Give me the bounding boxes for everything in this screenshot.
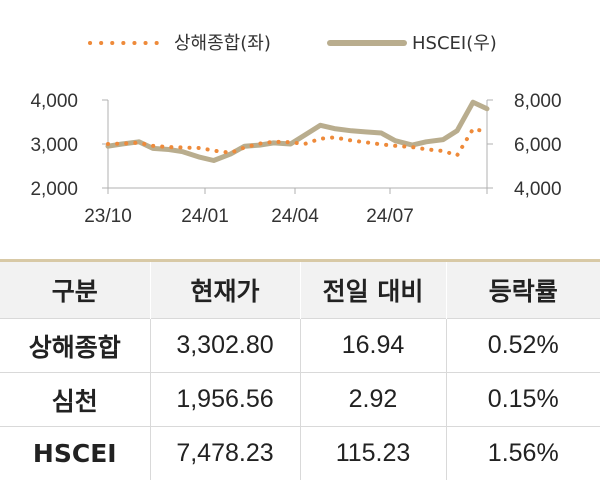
series-hscei xyxy=(105,99,490,163)
x-tick-label: 24/04 xyxy=(271,206,319,227)
table-header-row: 구분 현재가 전일 대비 등락률 xyxy=(0,259,600,319)
row-label: 심천 xyxy=(0,372,151,427)
legend-label-hscei: HSCEI(우) xyxy=(412,33,497,54)
table-row: 상해종합 3,302.80 16.94 0.52% xyxy=(0,318,600,373)
header-change: 전일 대비 xyxy=(300,259,447,319)
change-cell: 2.92 xyxy=(300,372,447,427)
change-rate-cell: 0.15% xyxy=(446,372,600,427)
legend-item-shanghai: 상해종합(좌) xyxy=(88,33,271,54)
shanghai-line xyxy=(106,127,489,158)
change-cell: 16.94 xyxy=(300,318,447,373)
change-rate-cell: 0.52% xyxy=(446,318,600,373)
left-tick-label: 4,000 xyxy=(30,91,78,112)
x-axis-ticks: 23/10 24/01 24/04 24/07 xyxy=(84,188,488,227)
left-tick-label: 2,000 xyxy=(30,179,78,200)
legend: 상해종합(좌) HSCEI(우) xyxy=(88,33,497,54)
current-price-cell: 7,478.23 xyxy=(150,426,301,480)
right-tick-label: 4,000 xyxy=(514,179,562,200)
change-cell: 115.23 xyxy=(300,426,447,480)
row-label: HSCEI xyxy=(0,426,151,480)
row-label: 상해종합 xyxy=(0,318,151,373)
left-tick-label: 3,000 xyxy=(30,135,78,156)
right-tick-label: 8,000 xyxy=(514,91,562,112)
current-price-cell: 3,302.80 xyxy=(150,318,301,373)
current-price-cell: 1,956.56 xyxy=(150,372,301,427)
change-rate-cell: 1.56% xyxy=(446,426,600,480)
series-shanghai xyxy=(106,127,489,158)
right-tick-label: 6,000 xyxy=(514,135,562,156)
x-tick-label: 23/10 xyxy=(84,206,132,227)
header-current-price: 현재가 xyxy=(150,259,301,319)
market-table: 구분 현재가 전일 대비 등락률 상해종합 3,302.80 16.94 0.5… xyxy=(0,259,600,480)
x-tick-label: 24/07 xyxy=(366,206,414,227)
table-row: 심천 1,956.56 2.92 0.15% xyxy=(0,372,600,427)
chart: 상해종합(좌) HSCEI(우) 2,000 3,000 4,000 4,000 6,… xyxy=(30,33,561,227)
left-axis-ticks: 2,000 3,000 4,000 xyxy=(30,91,108,200)
right-axis-ticks: 4,000 6,000 8,000 xyxy=(487,91,562,200)
legend-item-hscei: HSCEI(우) xyxy=(327,33,497,54)
table-row: HSCEI 7,478.23 115.23 1.56% xyxy=(0,426,600,480)
x-tick-label: 24/01 xyxy=(181,206,229,227)
plot-area: 2,000 3,000 4,000 4,000 6,000 8,000 23/10 24/… xyxy=(30,91,561,227)
legend-label-shanghai: 상해종합(좌) xyxy=(174,33,271,54)
header-change-rate: 등락률 xyxy=(446,259,600,319)
header-category: 구분 xyxy=(0,259,151,319)
hscei-line xyxy=(105,99,490,163)
